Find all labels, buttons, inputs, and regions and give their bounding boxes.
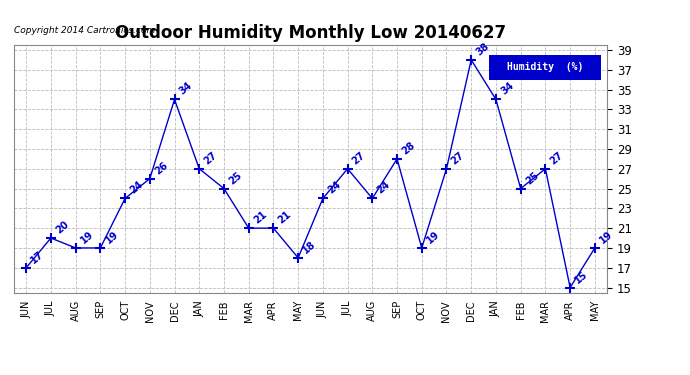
Text: 27: 27 — [449, 150, 466, 166]
Text: 20: 20 — [54, 219, 70, 236]
Text: 34: 34 — [177, 81, 195, 97]
Text: 28: 28 — [400, 140, 417, 156]
Text: 18: 18 — [301, 239, 318, 255]
Text: 27: 27 — [202, 150, 219, 166]
Text: 24: 24 — [375, 180, 392, 196]
Text: 38: 38 — [474, 41, 491, 57]
Text: 25: 25 — [227, 170, 244, 186]
Text: 19: 19 — [425, 229, 442, 246]
Text: 19: 19 — [598, 229, 615, 246]
Text: 21: 21 — [277, 209, 293, 226]
Text: 24: 24 — [128, 180, 145, 196]
Text: 25: 25 — [524, 170, 540, 186]
Text: 21: 21 — [252, 209, 268, 226]
Text: 27: 27 — [351, 150, 367, 166]
Text: 24: 24 — [326, 180, 343, 196]
Text: 26: 26 — [152, 160, 170, 176]
Text: 34: 34 — [499, 81, 515, 97]
Text: 15: 15 — [573, 269, 590, 285]
Text: 17: 17 — [29, 249, 46, 265]
Text: 19: 19 — [104, 229, 120, 246]
Text: 19: 19 — [79, 229, 95, 246]
Text: Copyright 2014 Cartronics.com: Copyright 2014 Cartronics.com — [14, 26, 155, 35]
Text: 27: 27 — [549, 150, 565, 166]
Title: Outdoor Humidity Monthly Low 20140627: Outdoor Humidity Monthly Low 20140627 — [115, 24, 506, 42]
